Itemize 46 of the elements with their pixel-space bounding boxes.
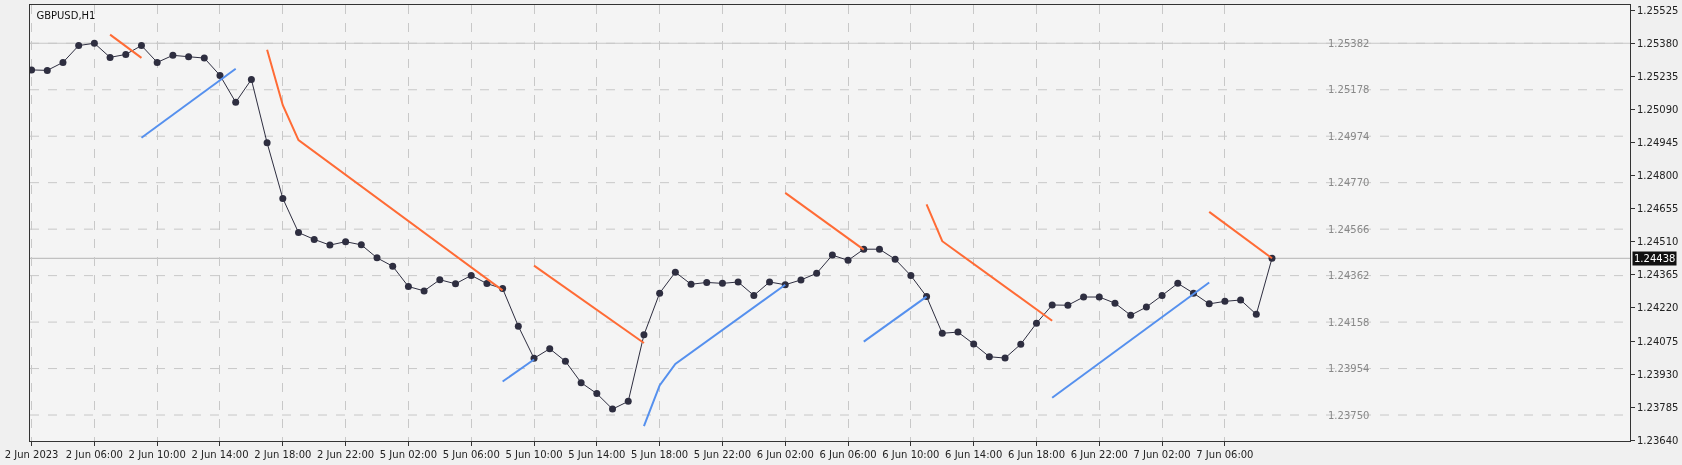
x-tick-label: 2 Jun 2023 <box>4 449 59 460</box>
y-tick-label: 1.24220 <box>1637 302 1679 314</box>
x-tick-label: 6 Jun 14:00 <box>945 449 1003 460</box>
y-tick-label: 1.24945 <box>1637 137 1679 149</box>
x-tick-label: 2 Jun 06:00 <box>65 449 123 460</box>
y2-tick-label: 1.25382 <box>1328 38 1370 49</box>
y-tick-label: 1.25090 <box>1637 104 1679 116</box>
y-tick-label: 1.23640 <box>1637 434 1679 446</box>
y-tick-label: 1.25525 <box>1637 5 1679 17</box>
y-tick-label: 1.25380 <box>1637 38 1679 50</box>
x-tick-label: 5 Jun 06:00 <box>442 449 500 460</box>
x-tick-label: 6 Jun 10:00 <box>882 449 940 460</box>
x-tick-label: 5 Jun 10:00 <box>505 449 563 460</box>
x-tick-label: 6 Jun 06:00 <box>819 449 877 460</box>
x-tick-label: 2 Jun 14:00 <box>191 449 249 460</box>
x-tick-label: 5 Jun 22:00 <box>693 449 752 460</box>
x-tick-label: 5 Jun 14:00 <box>568 449 626 460</box>
y2-tick-label: 1.23750 <box>1328 410 1370 421</box>
x-tick-label: 6 Jun 02:00 <box>756 449 814 460</box>
x-tick-label: 2 Jun 22:00 <box>317 449 375 460</box>
y2-tick-label: 1.24770 <box>1328 177 1370 188</box>
x-tick-label: 7 Jun 02:00 <box>1133 449 1191 460</box>
y-tick-label: 1.23930 <box>1637 368 1679 380</box>
x-tick-label: 6 Jun 22:00 <box>1070 449 1128 460</box>
text: GBPUSD,H1 <box>36 9 96 21</box>
ref-line-label: 1.24438 <box>1634 253 1676 264</box>
y2-tick-label: 1.24974 <box>1328 131 1370 142</box>
y-tick-label: 1.24075 <box>1637 335 1679 347</box>
x-tick-label: 7 Jun 06:00 <box>1196 449 1254 460</box>
y2-tick-label: 1.25178 <box>1328 84 1370 95</box>
x-tick-label: 5 Jun 02:00 <box>379 449 437 460</box>
y-tick-label: 1.24365 <box>1637 269 1679 281</box>
y-tick-label: 1.24800 <box>1637 170 1679 182</box>
y2-tick-label: 1.24158 <box>1328 317 1370 328</box>
x-tick-label: 5 Jun 18:00 <box>631 449 689 460</box>
x-tick-label: 2 Jun 18:00 <box>254 449 312 460</box>
line-series <box>642 283 787 428</box>
y-tick-label: 1.23785 <box>1637 401 1679 413</box>
y-tick-label: 1.24510 <box>1637 236 1679 248</box>
x-tick-label: 6 Jun 18:00 <box>1007 449 1066 460</box>
y2-tick-label: 1.23954 <box>1328 363 1370 374</box>
y-tick-label: 1.24655 <box>1637 203 1679 215</box>
y2-tick-label: 1.24362 <box>1328 270 1370 281</box>
x-tick-label: 2 Jun 10:00 <box>128 449 186 460</box>
y2-tick-label: 1.24566 <box>1328 224 1370 235</box>
y-tick-label: 1.25235 <box>1637 71 1679 83</box>
